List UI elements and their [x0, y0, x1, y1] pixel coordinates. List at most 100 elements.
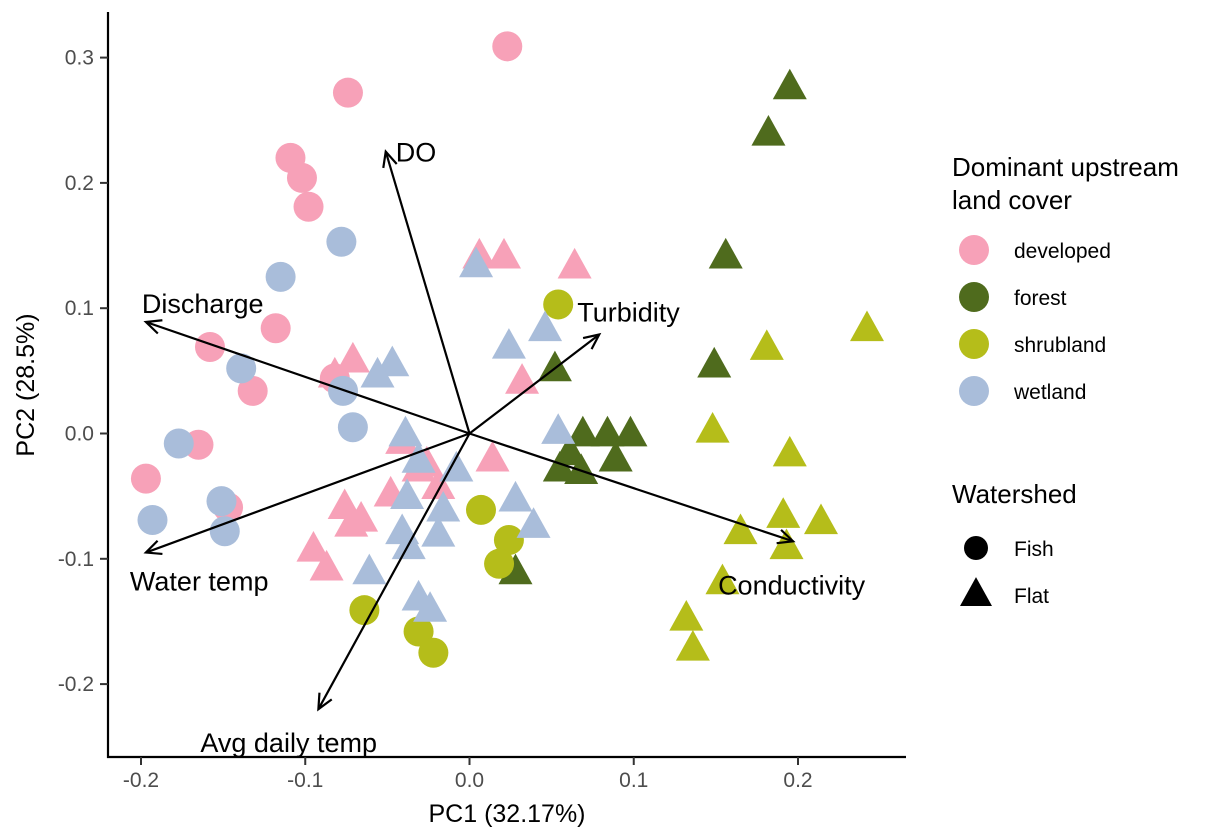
legend-title-land-cover: land cover: [952, 185, 1072, 215]
point-shrubland-flat: [849, 310, 884, 342]
loading-arrow-avg-daily-temp: [317, 432, 471, 712]
point-wetland-fish: [265, 261, 296, 292]
point-developed-flat: [486, 237, 521, 269]
legend-key-fish-circle: [964, 536, 988, 560]
loading-label-water-temp: Water temp: [130, 567, 269, 597]
point-forest-flat: [498, 553, 533, 585]
point-wetland-flat: [352, 553, 387, 585]
point-wetland-flat: [516, 507, 551, 538]
point-forest-flat: [697, 346, 732, 378]
point-shrubland-fish: [349, 595, 380, 626]
y-axis-title: PC2 (28.5%): [12, 313, 40, 456]
point-wetland-flat: [491, 328, 526, 359]
point-shrubland-flat: [803, 503, 838, 535]
point-developed-fish: [492, 31, 523, 62]
point-wetland-flat: [421, 516, 456, 547]
loading-label-turbidity: Turbidity: [577, 298, 680, 328]
point-forest-flat: [598, 440, 633, 472]
point-forest-flat: [772, 68, 807, 100]
point-wetland-fish: [137, 504, 168, 535]
legend-label-shrubland: shrubland: [1014, 334, 1106, 357]
x-tick-label: 0.2: [783, 769, 812, 792]
point-shrubland-flat: [749, 329, 784, 360]
point-shrubland-flat: [772, 435, 807, 467]
point-developed-flat: [296, 531, 331, 562]
point-developed-fish: [194, 332, 225, 363]
point-developed-fish: [332, 77, 363, 108]
loading-label-discharge: Discharge: [142, 289, 264, 319]
y-tick-label: 0.1: [65, 297, 94, 320]
point-wetland-flat: [498, 480, 533, 512]
point-developed-flat: [505, 363, 540, 394]
legend-label-forest: forest: [1014, 287, 1067, 310]
y-tick-label: 0.3: [65, 47, 94, 70]
point-wetland-flat: [388, 415, 423, 447]
point-wetland-fish: [226, 353, 257, 384]
x-tick-label: -0.2: [123, 769, 159, 792]
y-tick-label: 0.2: [65, 172, 94, 195]
legend-key-flat-triangle: [960, 577, 992, 606]
loading-arrow-do: [382, 149, 471, 434]
point-shrubland-fish: [543, 289, 574, 320]
point-shrubland-flat: [769, 528, 804, 560]
loading-arrow-water-temp: [143, 432, 470, 556]
point-shrubland-fish: [465, 494, 496, 525]
loading-arrow-discharge: [143, 319, 470, 435]
point-forest-flat: [565, 415, 600, 447]
y-tick-label: -0.2: [58, 673, 94, 696]
loading-label-conductivity: Conductivity: [718, 570, 866, 600]
point-wetland-flat: [390, 478, 425, 510]
legend-key-developed: [959, 235, 989, 265]
point-shrubland-fish: [484, 548, 515, 579]
point-forest-flat: [613, 415, 648, 447]
legend-key-wetland: [959, 376, 989, 406]
y-tick-label: 0.0: [65, 423, 94, 446]
legend-key-forest: [959, 282, 989, 312]
point-developed-flat: [335, 341, 370, 373]
point-shrubland-flat: [723, 513, 758, 545]
point-shrubland-fish: [493, 525, 524, 556]
point-shrubland-fish: [418, 637, 449, 668]
point-developed-fish: [130, 463, 161, 494]
legend-label-wetland: wetland: [1013, 381, 1086, 404]
loading-arrow-conductivity: [469, 432, 796, 545]
point-wetland-flat: [360, 356, 395, 388]
y-tick-label: -0.1: [58, 548, 94, 571]
point-wetland-fish: [326, 226, 357, 257]
point-developed-fish: [260, 313, 291, 344]
legend-label-developed: developed: [1014, 240, 1111, 263]
point-shrubland-flat: [705, 563, 740, 595]
x-axis-title: PC1 (32.17%): [428, 800, 585, 828]
legend-label-flat: Flat: [1014, 585, 1049, 608]
legend-title-land-cover: Dominant upstream: [952, 152, 1179, 182]
legend-key-shrubland: [959, 329, 989, 359]
point-wetland-fish: [337, 412, 368, 443]
point-shrubland-flat: [695, 412, 730, 443]
point-wetland-flat: [528, 310, 563, 342]
point-forest-flat: [590, 415, 625, 447]
point-shrubland-fish: [403, 616, 434, 647]
point-wetland-fish: [163, 428, 194, 459]
axis-ticks: -0.2 -0.1 0.0 0.1 0.2 -0.2 -0.1 0.0 0.1 0.2 0.3: [58, 47, 813, 792]
point-developed-flat: [421, 468, 456, 500]
point-wetland-flat: [401, 442, 436, 473]
point-developed-fish: [237, 375, 268, 406]
point-shrubland-flat: [766, 497, 801, 528]
point-wetland-flat: [541, 413, 576, 444]
point-shrubland-flat: [675, 630, 710, 661]
x-tick-label: 0.1: [619, 769, 648, 792]
loading-arrow-turbidity: [468, 332, 602, 435]
point-developed-flat: [309, 549, 344, 581]
legend-label-fish: Fish: [1014, 538, 1054, 561]
point-wetland-fish: [209, 516, 240, 547]
point-developed-fish: [293, 191, 324, 222]
point-developed-flat: [557, 247, 592, 279]
data-points: [130, 31, 884, 668]
loading-label-avg-daily-temp: Avg daily temp: [200, 728, 377, 758]
loading-label-do: DO: [396, 138, 437, 168]
legend-title-watershed: Watershed: [952, 479, 1077, 509]
point-forest-flat: [542, 450, 577, 482]
point-wetland-flat: [459, 246, 494, 278]
